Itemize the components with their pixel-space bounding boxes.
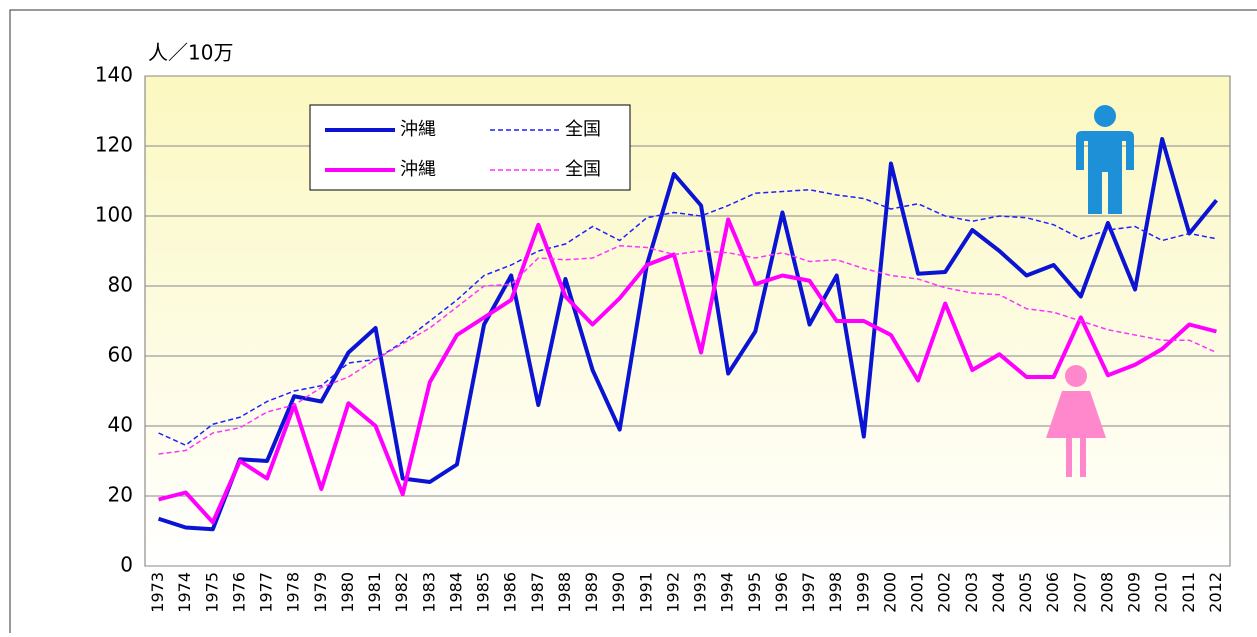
y-tick-label: 0	[120, 553, 133, 577]
x-tick-label: 2009	[1125, 572, 1144, 613]
x-tick-label: 1988	[555, 572, 574, 613]
x-tick-label: 1980	[338, 572, 357, 613]
x-tick-label: 1983	[419, 572, 438, 613]
y-tick-label: 140	[95, 63, 133, 87]
x-tick-label: 2003	[962, 572, 981, 613]
series-line	[158, 245, 1217, 455]
x-tick-label: 2000	[880, 572, 899, 613]
x-tick-label: 2002	[935, 572, 954, 613]
x-tick-label: 1999	[853, 572, 872, 613]
x-tick-label: 1985	[474, 572, 493, 613]
series-line	[158, 217, 1217, 525]
y-tick-label: 120	[95, 133, 133, 157]
x-tick-label: 1995	[745, 572, 764, 613]
series-line	[158, 189, 1217, 446]
legend-label: 全国	[565, 159, 601, 180]
x-tick-label: 1990	[609, 572, 628, 613]
x-tick-label: 1986	[501, 572, 520, 613]
x-tick-label: 1984	[446, 572, 465, 613]
x-tick-label: 2012	[1206, 572, 1225, 613]
x-tick-label: 1982	[392, 572, 411, 613]
x-tick-label: 1978	[284, 572, 303, 613]
y-tick-label: 60	[108, 343, 133, 367]
x-tick-label: 1989	[582, 572, 601, 613]
y-tick-label: 100	[95, 203, 133, 227]
x-tick-label: 1994	[718, 572, 737, 613]
x-tick-label: 2001	[908, 572, 927, 613]
legend-label: 沖縄	[400, 119, 436, 140]
x-tick-label: 1993	[691, 572, 710, 613]
female-icon	[1046, 365, 1106, 477]
y-tick-label: 20	[108, 483, 133, 507]
x-tick-label: 1997	[799, 572, 818, 613]
x-tick-label: 2011	[1179, 572, 1198, 613]
y-tick-label: 40	[108, 413, 133, 437]
x-tick-label: 1974	[175, 572, 194, 613]
x-tick-label: 1992	[663, 572, 682, 613]
x-tick-label: 2006	[1043, 572, 1062, 613]
x-tick-label: 2005	[1016, 572, 1035, 613]
x-tick-label: 2007	[1070, 572, 1089, 613]
y-axis-label: 人／10万	[148, 41, 233, 65]
x-tick-label: 1973	[148, 572, 167, 613]
x-tick-label: 2008	[1097, 572, 1116, 613]
x-tick-label: 1976	[229, 572, 248, 613]
x-tick-label: 1979	[311, 572, 330, 613]
legend	[309, 104, 631, 191]
x-tick-label: 1975	[202, 572, 221, 613]
legend-label: 全国	[565, 119, 601, 140]
series-line	[157, 137, 1218, 532]
x-tick-label: 1987	[528, 572, 547, 613]
y-tick-label: 80	[108, 273, 133, 297]
x-tick-label: 1991	[636, 572, 655, 613]
legend-label: 沖縄	[400, 159, 436, 180]
x-tick-label: 1977	[257, 572, 276, 613]
plot-area	[144, 75, 1231, 567]
x-tick-label: 1998	[826, 572, 845, 613]
x-tick-label: 1981	[365, 572, 384, 613]
x-tick-label: 2010	[1152, 572, 1171, 613]
x-tick-label: 1996	[772, 572, 791, 613]
male-icon	[1076, 105, 1134, 214]
lines	[157, 137, 1218, 532]
x-tick-label: 2004	[989, 572, 1008, 613]
